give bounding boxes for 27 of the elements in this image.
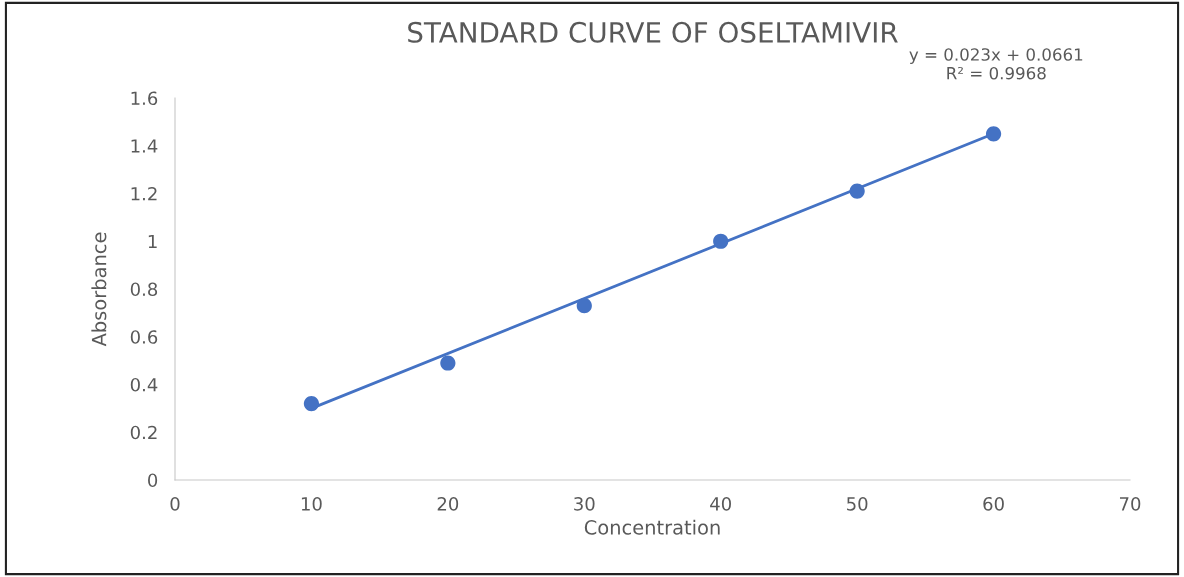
point [440,355,456,371]
x-axis-title: Concentration [584,519,720,535]
y-tick-label: 1 [148,234,157,249]
y-tick-label: 0 [148,473,158,488]
point [849,183,865,199]
x-tick-label: 70 [1119,496,1141,511]
x-tick-label: 20 [437,496,459,511]
y-tick-label: 0.2 [130,425,157,440]
y-tick-label: 0.4 [130,377,158,392]
chart-title: STANDARD CURVE OF OSELTAMIVIR [408,21,898,43]
x-tick-label: 50 [847,496,868,511]
y-tick-label: 1.4 [131,139,158,153]
point [576,298,592,314]
y-tick-label: 0.6 [130,330,158,344]
y-tick-label: 1.2 [131,186,157,201]
y-tick-label: 1.6 [131,91,158,106]
point [303,395,320,412]
x-tick-label: 60 [983,496,1004,511]
y-tick-label: 0.8 [130,282,158,297]
text: y = 0.023x + 0.0661 R² = 0.9968 [909,48,1083,80]
x-tick-label: 40 [710,496,731,511]
y-axis-title: Absorbance [91,232,107,347]
x-tick-label: 0 [170,496,180,511]
point [713,233,729,249]
x-tick-label: 10 [301,496,322,511]
point [985,126,1002,142]
x-tick-label: 30 [574,496,595,511]
